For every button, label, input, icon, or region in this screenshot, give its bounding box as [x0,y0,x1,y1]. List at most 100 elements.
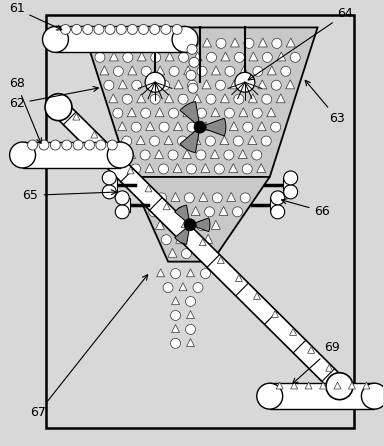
Circle shape [290,52,300,62]
Polygon shape [175,229,189,244]
Polygon shape [253,293,260,299]
Circle shape [122,94,132,104]
Text: 63: 63 [305,80,345,125]
Circle shape [194,121,206,133]
Circle shape [261,136,271,146]
Circle shape [271,80,281,90]
Circle shape [234,94,244,104]
Circle shape [205,136,215,146]
Circle shape [187,122,197,132]
Circle shape [160,80,170,90]
Polygon shape [187,311,194,318]
Polygon shape [227,193,236,202]
Polygon shape [173,164,182,173]
Polygon shape [163,203,170,210]
Polygon shape [137,94,146,103]
Circle shape [107,140,117,150]
Circle shape [170,339,180,348]
Polygon shape [137,52,146,61]
Polygon shape [175,38,184,47]
Polygon shape [271,310,278,318]
Text: 64: 64 [248,8,353,80]
Polygon shape [204,234,213,244]
Polygon shape [147,38,156,47]
Circle shape [113,108,123,118]
Circle shape [104,38,114,48]
Polygon shape [146,122,155,131]
Polygon shape [176,234,185,244]
Circle shape [179,52,189,62]
Circle shape [141,66,151,76]
Polygon shape [239,66,248,75]
Polygon shape [267,66,276,75]
Circle shape [71,25,81,34]
Polygon shape [109,52,118,61]
Polygon shape [155,149,164,159]
Polygon shape [109,149,116,156]
Circle shape [62,140,72,150]
Text: 67: 67 [31,275,148,419]
Polygon shape [183,108,192,117]
Circle shape [186,70,196,80]
Polygon shape [220,136,229,145]
Circle shape [102,171,116,185]
Circle shape [252,150,262,160]
Polygon shape [145,185,152,192]
Polygon shape [145,164,154,173]
Polygon shape [308,346,314,353]
Polygon shape [286,38,295,47]
Circle shape [105,25,115,34]
Circle shape [131,122,141,132]
Polygon shape [91,38,100,47]
Polygon shape [146,80,155,89]
Polygon shape [163,206,172,215]
Circle shape [232,207,242,217]
Polygon shape [305,382,312,389]
Circle shape [262,94,272,104]
Circle shape [253,66,263,76]
Polygon shape [211,108,220,117]
Polygon shape [212,66,220,75]
Circle shape [177,136,187,146]
Bar [283,178,291,192]
Circle shape [116,25,126,34]
Polygon shape [182,149,192,159]
Polygon shape [211,220,220,229]
Polygon shape [219,206,228,215]
Circle shape [185,324,195,334]
Polygon shape [100,66,109,75]
Polygon shape [127,167,134,174]
Circle shape [216,38,226,48]
Circle shape [284,171,298,185]
Bar [270,383,374,409]
Circle shape [271,122,281,132]
Circle shape [122,136,132,146]
Polygon shape [91,131,98,138]
Polygon shape [165,94,174,103]
Bar [46,16,354,428]
Polygon shape [319,382,326,389]
Polygon shape [230,38,240,47]
Text: 68: 68 [8,77,41,143]
Circle shape [95,52,105,62]
Polygon shape [175,205,189,221]
Polygon shape [128,66,137,75]
Polygon shape [326,364,333,371]
Circle shape [187,45,197,54]
Circle shape [161,25,171,34]
Polygon shape [363,382,370,389]
Polygon shape [174,80,183,89]
Circle shape [169,221,179,231]
Polygon shape [187,339,194,347]
Circle shape [113,66,123,76]
Circle shape [177,207,187,217]
Polygon shape [165,52,174,61]
Circle shape [139,25,149,34]
Circle shape [207,52,217,62]
Circle shape [242,164,252,174]
Circle shape [326,373,353,400]
Circle shape [235,52,245,62]
Circle shape [281,66,291,76]
Circle shape [193,283,203,293]
Circle shape [145,72,165,92]
